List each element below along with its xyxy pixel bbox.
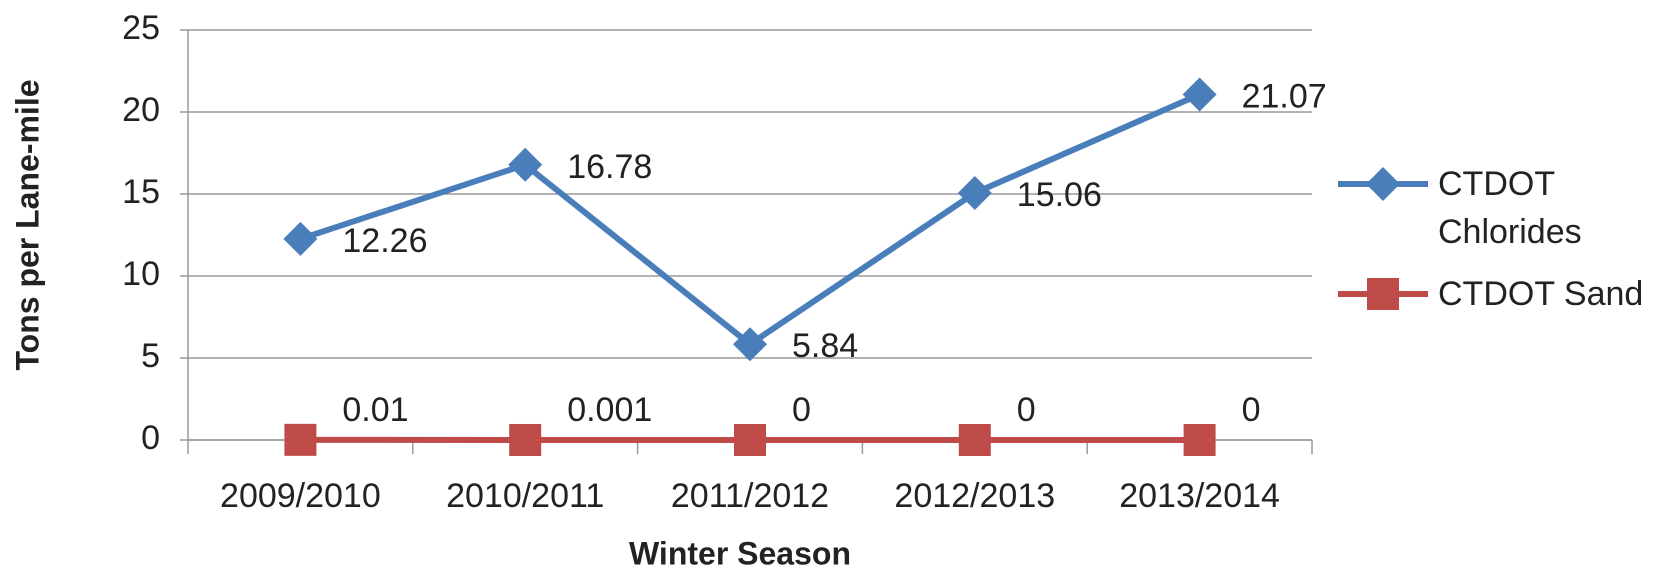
data-label: 5.84 — [792, 327, 858, 365]
data-label: 15.06 — [1017, 176, 1102, 214]
legend-item: CTDOT Sand — [1338, 270, 1648, 318]
y-tick-label: 25 — [122, 9, 160, 47]
data-label: 21.07 — [1242, 77, 1327, 115]
y-tick-label: 20 — [122, 91, 160, 129]
marker — [284, 423, 317, 456]
x-tick-label: 2010/2011 — [446, 477, 604, 515]
legend-item: CTDOT Chlorides — [1338, 160, 1648, 256]
data-label: 0.01 — [342, 391, 408, 429]
data-label: 0 — [1242, 391, 1261, 429]
y-tick-label: 10 — [122, 255, 160, 293]
marker — [283, 221, 318, 256]
data-label: 0.001 — [567, 391, 652, 429]
x-tick-label: 2013/2014 — [1119, 477, 1280, 515]
marker — [958, 424, 991, 456]
y-tick-label: 15 — [122, 173, 160, 211]
x-tick-label: 2011/2012 — [671, 477, 829, 515]
data-label: 16.78 — [567, 148, 652, 186]
data-label: 0 — [1017, 391, 1036, 429]
marker — [733, 327, 767, 362]
marker — [508, 147, 543, 182]
legend-label: CTDOT Chlorides — [1438, 165, 1582, 251]
y-axis-title: Tons per Lane-mile — [9, 79, 45, 370]
x-axis-title: Winter Season — [629, 535, 851, 571]
y-tick-label: 5 — [141, 337, 160, 375]
marker — [1182, 77, 1217, 112]
y-tick-label: 0 — [141, 419, 160, 457]
marker — [509, 423, 542, 456]
data-label: 12.26 — [342, 222, 427, 260]
series-line — [299, 91, 1201, 348]
marker — [734, 424, 766, 456]
marker — [957, 176, 992, 211]
legend-swatch — [1338, 278, 1428, 310]
x-tick-label: 2009/2010 — [220, 477, 381, 515]
data-label: 0 — [792, 391, 811, 429]
marker — [1183, 424, 1216, 456]
legend-label: CTDOT Sand — [1438, 275, 1644, 313]
legend-swatch — [1338, 167, 1428, 201]
x-tick-label: 2012/2013 — [894, 477, 1055, 515]
